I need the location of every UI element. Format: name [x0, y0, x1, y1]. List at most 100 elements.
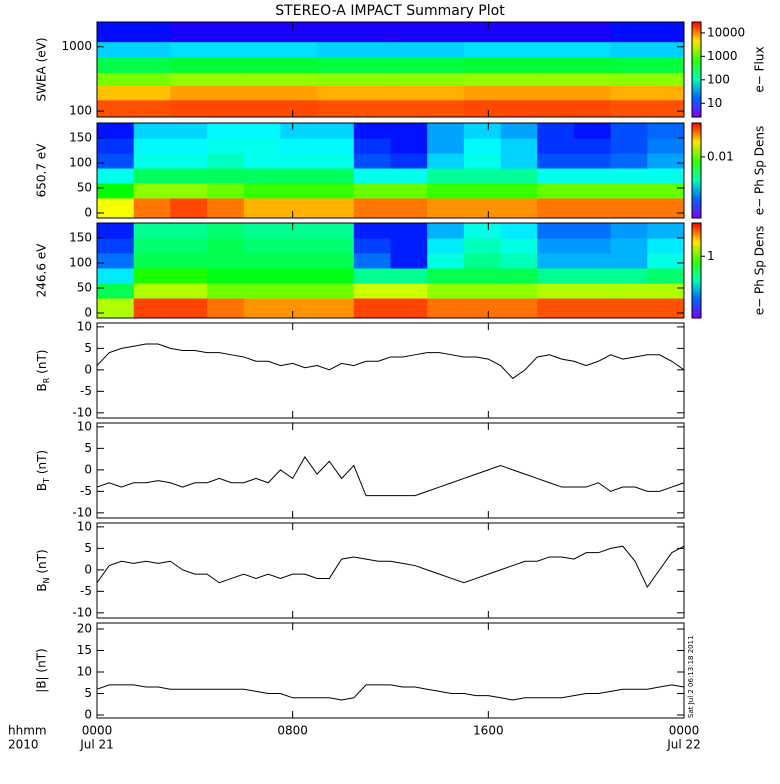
heatmap-cell [207, 138, 245, 154]
heatmap-cell [243, 223, 281, 239]
heatmap-cell [500, 268, 538, 284]
heatmap-cell [610, 298, 648, 319]
heatmap-cell [243, 41, 318, 58]
y-tick-label: 10 [77, 419, 92, 433]
x-tick-label: 0800 [277, 724, 308, 738]
heatmap-cell [133, 298, 171, 319]
heatmap-cell [133, 283, 171, 299]
heatmap-cell [647, 153, 685, 169]
heatmap-cell [317, 99, 391, 118]
y-tick-label: 1000 [61, 39, 92, 53]
heatmap-cell [537, 123, 575, 139]
heatmap-cell [97, 168, 135, 184]
heatmap-cell [573, 123, 612, 139]
heatmap-cell [427, 238, 465, 254]
heatmap-cell [97, 56, 171, 73]
data-line [96, 343, 685, 380]
y-tick-label: 150 [69, 231, 92, 245]
heatmap-cell [537, 138, 575, 154]
heatmap-cell [317, 238, 355, 254]
heatmap-cell [133, 253, 171, 269]
y-tick-label: 20 [77, 622, 92, 636]
heatmap-cell [207, 238, 245, 254]
heatmap-cell [353, 198, 391, 219]
heatmap-cell [353, 298, 391, 319]
heatmap-cell [427, 138, 465, 154]
heatmap-cell [243, 99, 318, 118]
heatmap-cell [170, 99, 245, 118]
heatmap-cell [243, 22, 318, 43]
heatmap-cell [610, 238, 648, 254]
heatmap-cell [463, 72, 538, 86]
heatmap-cell [170, 153, 208, 169]
heatmap-cell [537, 41, 612, 58]
heatmap-cell [243, 72, 318, 86]
data-line [96, 545, 685, 589]
heatmap-cell [280, 298, 318, 319]
heatmap-cell [610, 253, 648, 269]
panel-frame [96, 322, 685, 419]
heatmap-cell [537, 22, 612, 43]
heatmap-cell [207, 183, 245, 199]
heatmap-cell [573, 283, 612, 299]
heatmap-cell [97, 268, 135, 284]
heatmap-cell [463, 268, 502, 284]
heatmap-cell [207, 253, 245, 269]
heatmap-cell [573, 238, 612, 254]
heatmap-cell [500, 298, 538, 319]
heatmap-cell [317, 298, 355, 319]
heatmap-cell [463, 41, 538, 58]
heatmap-cell [573, 183, 612, 199]
heatmap-cell [427, 153, 465, 169]
heatmap-cell [390, 298, 428, 319]
heatmap-cell [427, 253, 465, 269]
heatmap-cell [463, 85, 538, 101]
heatmap-cell [280, 198, 318, 219]
colorbar-tick-label: 1 [707, 249, 715, 263]
heatmap-cell [280, 223, 318, 239]
heatmap-cell [390, 238, 428, 254]
heatmap-cell [280, 123, 318, 139]
y-tick-label: 100 [69, 256, 92, 270]
heatmap-cell [390, 183, 428, 199]
colorbar-label: e− Ph Sp Dens [753, 226, 767, 315]
heatmap-cell [610, 168, 648, 184]
heatmap-cell [537, 268, 575, 284]
heatmap-cell [243, 283, 281, 299]
timestamp: Sat Jul 2 06:13:18 2011 [687, 635, 695, 718]
heatmap-cell [610, 99, 685, 118]
heatmap-cell [610, 153, 648, 169]
heatmap-cell [463, 298, 502, 319]
heatmap-cell [207, 283, 245, 299]
heatmap-cell [573, 268, 612, 284]
y-axis-label: 650.7 eV [35, 143, 49, 198]
x-tick-date: Jul 21 [79, 738, 114, 752]
heatmap-cell [317, 138, 355, 154]
y-tick-label: 5 [84, 341, 92, 355]
y-tick-label: 0 [84, 707, 92, 721]
heatmap-cell [317, 283, 355, 299]
heatmap-cell [537, 283, 575, 299]
y-tick-label: 100 [69, 104, 92, 118]
heatmap-cell [427, 268, 465, 284]
y-tick-label: 5 [84, 541, 92, 555]
heatmap-cell [207, 198, 245, 219]
colorbar-tick-label: 10 [707, 96, 722, 110]
heatmap-cell [647, 298, 685, 319]
heatmap-cell [463, 283, 502, 299]
panel-frame [96, 222, 685, 319]
heatmap-cell [537, 223, 575, 239]
heatmap-cell [647, 183, 685, 199]
heatmap-cell [463, 198, 502, 219]
heatmap-cell [390, 168, 428, 184]
heatmap-cell [97, 22, 171, 43]
heatmap-cell [170, 238, 208, 254]
y-tick-label: 0 [84, 462, 92, 476]
heatmap-cell [353, 123, 391, 139]
heatmap-cell [647, 268, 685, 284]
heatmap-cell [280, 268, 318, 284]
heatmap-cell [463, 253, 502, 269]
heatmap-cell [243, 268, 281, 284]
heatmap-cell [573, 298, 612, 319]
heatmap-cell [353, 238, 391, 254]
